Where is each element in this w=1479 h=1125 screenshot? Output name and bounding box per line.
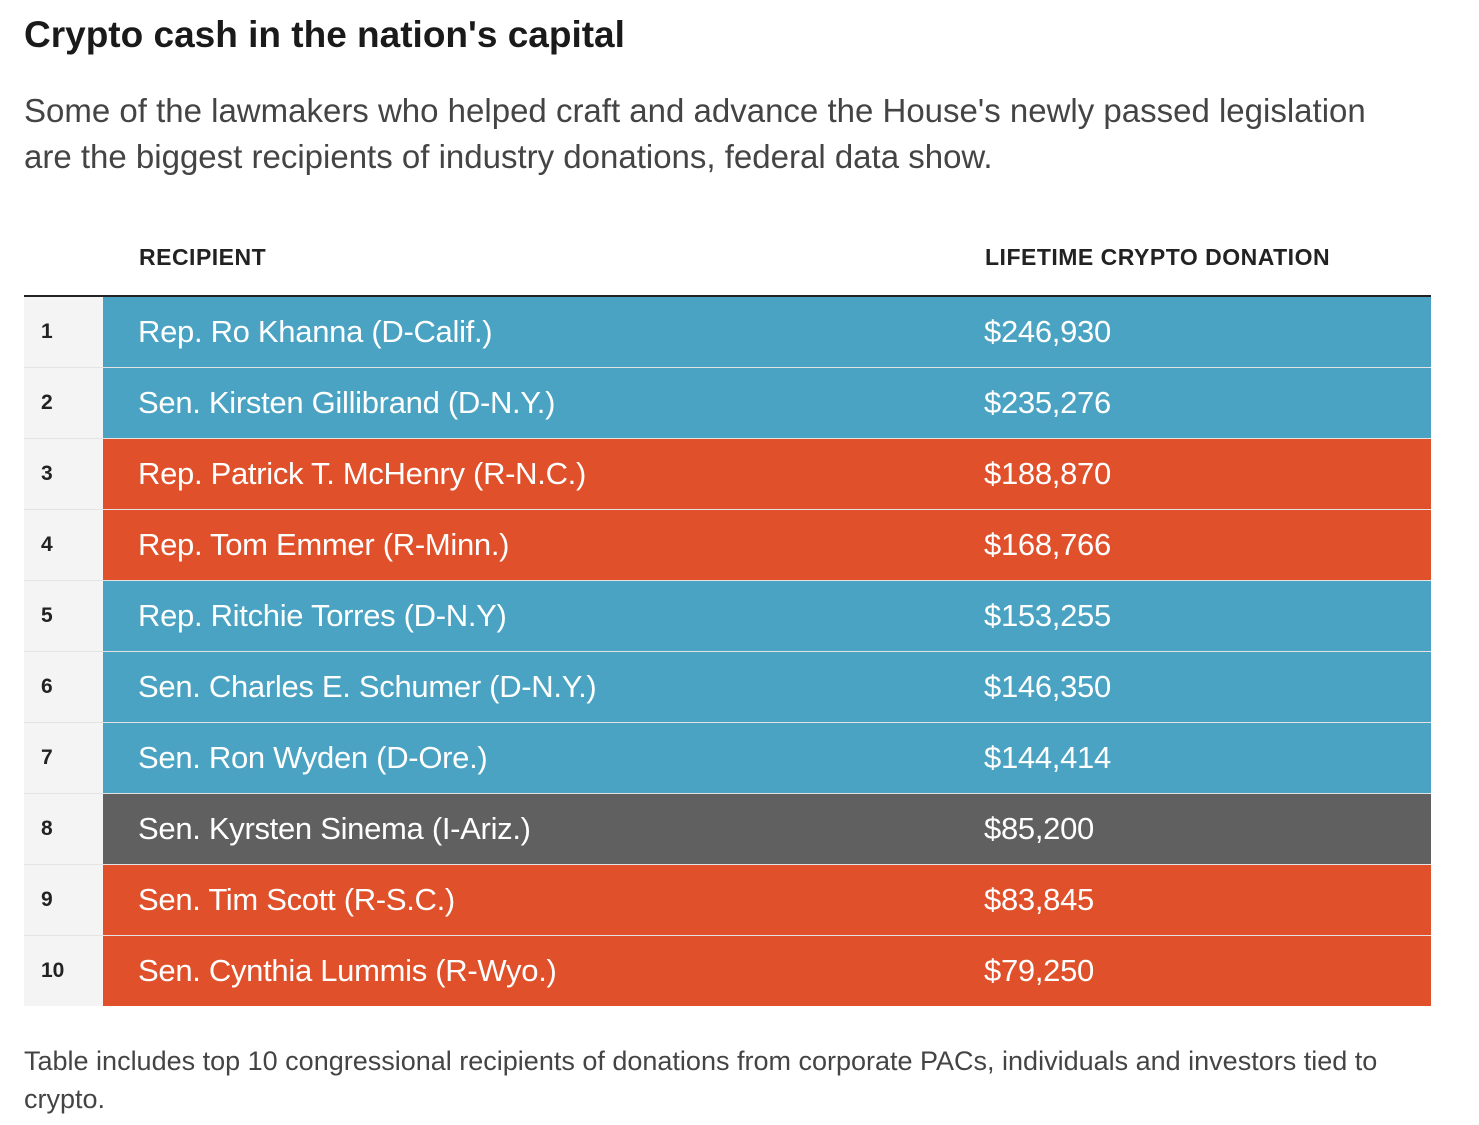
party-color-bar: Rep. Ritchie Torres (D-N.Y) $153,255 <box>103 581 1431 651</box>
donation-cell: $85,200 <box>984 811 1094 846</box>
donation-cell: $153,255 <box>984 598 1111 633</box>
party-color-bar: Sen. Charles E. Schumer (D-N.Y.) $146,350 <box>103 652 1431 722</box>
donation-cell: $146,350 <box>984 669 1111 704</box>
recipient-cell: Rep. Ro Khanna (D-Calif.) <box>138 314 493 349</box>
rank-cell: 4 <box>24 510 103 580</box>
table-row: 10 Sen. Cynthia Lummis (R-Wyo.) $79,250 <box>24 936 1431 1006</box>
donation-cell: $83,845 <box>984 882 1094 917</box>
recipient-cell: Sen. Charles E. Schumer (D-N.Y.) <box>138 669 597 704</box>
recipient-cell: Rep. Patrick T. McHenry (R-N.C.) <box>138 456 586 491</box>
table-note: Table includes top 10 congressional reci… <box>24 1046 1378 1114</box>
table-row: 7 Sen. Ron Wyden (D-Ore.) $144,414 <box>24 723 1431 794</box>
donation-cell: $144,414 <box>984 740 1111 775</box>
table-row: 3 Rep. Patrick T. McHenry (R-N.C.) $188,87… <box>24 439 1431 510</box>
rank-cell: 7 <box>24 723 103 793</box>
recipient-cell: Sen. Tim Scott (R-S.C.) <box>138 882 455 917</box>
party-color-bar: Sen. Tim Scott (R-S.C.) $83,845 <box>103 865 1431 935</box>
rank-cell: 5 <box>24 581 103 651</box>
table-row: 1 Rep. Ro Khanna (D-Calif.) $246,930 <box>24 297 1431 368</box>
party-color-bar: Sen. Kyrsten Sinema (I-Ariz.) $85,200 <box>103 794 1431 864</box>
rank-cell: 1 <box>24 297 103 367</box>
table-body: 1 Rep. Ro Khanna (D-Calif.) $246,930 2 Sen. … <box>24 297 1431 1006</box>
donation-cell: $168,766 <box>984 527 1111 562</box>
party-color-bar: Rep. Tom Emmer (R-Minn.) $168,766 <box>103 510 1431 580</box>
rank-cell: 8 <box>24 794 103 864</box>
recipient-cell: Rep. Tom Emmer (R-Minn.) <box>138 527 510 562</box>
chart-title: Crypto cash in the nation's capital <box>24 14 625 55</box>
party-color-bar: Sen. Cynthia Lummis (R-Wyo.) $79,250 <box>103 936 1431 1006</box>
party-color-bar: Rep. Ro Khanna (D-Calif.) $246,930 <box>103 297 1431 367</box>
donation-cell: $79,250 <box>984 953 1094 988</box>
party-color-bar: Sen. Ron Wyden (D-Ore.) $144,414 <box>103 723 1431 793</box>
recipient-cell: Rep. Ritchie Torres (D-N.Y) <box>138 598 507 633</box>
column-header-recipient: RECIPIENT <box>139 244 267 270</box>
donation-cell: $246,930 <box>984 314 1111 349</box>
party-color-bar: Sen. Kirsten Gillibrand (D-N.Y.) $235,276 <box>103 368 1431 438</box>
table-row: 4 Rep. Tom Emmer (R-Minn.) $168,766 <box>24 510 1431 581</box>
donation-cell: $235,276 <box>984 385 1111 420</box>
rank-cell: 2 <box>24 368 103 438</box>
party-color-bar: Rep. Patrick T. McHenry (R-N.C.) $188,870 <box>103 439 1431 509</box>
table-row: 6 Sen. Charles E. Schumer (D-N.Y.) $146,35… <box>24 652 1431 723</box>
recipient-cell: Sen. Ron Wyden (D-Ore.) <box>138 740 488 775</box>
rank-cell: 3 <box>24 439 103 509</box>
recipient-cell: Sen. Cynthia Lummis (R-Wyo.) <box>138 953 557 988</box>
donation-cell: $188,870 <box>984 456 1111 491</box>
rank-cell: 9 <box>24 865 103 935</box>
recipient-cell: Sen. Kyrsten Sinema (I-Ariz.) <box>138 811 531 846</box>
table-row: 2 Sen. Kirsten Gillibrand (D-N.Y.) $235,27… <box>24 368 1431 439</box>
table-row: 5 Rep. Ritchie Torres (D-N.Y) $153,255 <box>24 581 1431 652</box>
chart-subtitle: Some of the lawmakers who helped craft a… <box>24 92 1366 175</box>
rank-cell: 10 <box>24 936 103 1006</box>
table-row: 8 Sen. Kyrsten Sinema (I-Ariz.) $85,200 <box>24 794 1431 865</box>
table-row: 9 Sen. Tim Scott (R-S.C.) $83,845 <box>24 865 1431 936</box>
table-header: RECIPIENT LIFETIME CRYPTO DONATION <box>24 238 1431 297</box>
column-header-donation: LIFETIME CRYPTO DONATION <box>985 244 1331 270</box>
recipient-cell: Sen. Kirsten Gillibrand (D-N.Y.) <box>138 385 556 420</box>
rank-cell: 6 <box>24 652 103 722</box>
